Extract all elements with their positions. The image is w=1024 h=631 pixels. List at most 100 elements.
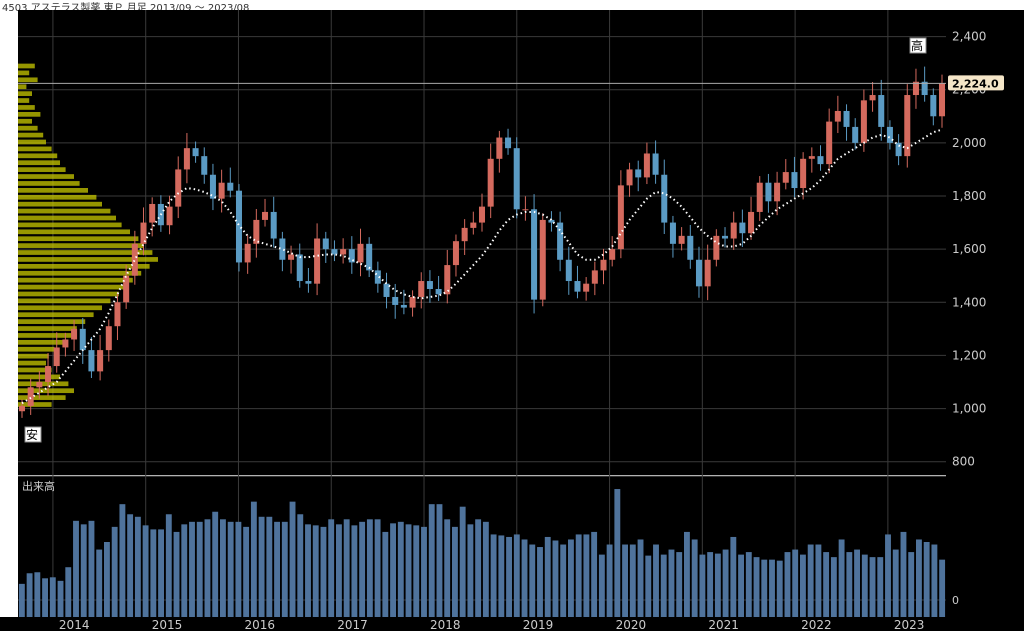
volume-bar bbox=[103, 542, 110, 617]
volume-bar bbox=[567, 539, 574, 617]
profile-bar bbox=[18, 388, 74, 394]
profile-bar bbox=[18, 118, 32, 124]
year-tick-label: 2015 bbox=[152, 618, 183, 631]
candle-up bbox=[748, 211, 755, 234]
volume-bar bbox=[467, 524, 474, 617]
price-panel-background bbox=[18, 10, 946, 475]
candle-down bbox=[192, 148, 199, 157]
candle-up bbox=[704, 259, 711, 287]
candle-up bbox=[730, 222, 737, 239]
volume-bar bbox=[88, 520, 95, 617]
candle-up bbox=[452, 241, 459, 266]
volume-bar bbox=[931, 544, 938, 617]
volume-bar bbox=[49, 577, 56, 617]
candle-up bbox=[713, 235, 720, 260]
volume-bar bbox=[738, 554, 745, 617]
volume-bar bbox=[165, 514, 172, 617]
volume-axis-labels: 050,000K100,000K150,000K200,000K bbox=[952, 594, 959, 607]
volume-bar bbox=[792, 549, 799, 617]
candle-up bbox=[149, 203, 156, 223]
candle-up bbox=[782, 172, 789, 183]
candle-up bbox=[461, 227, 468, 242]
candle-up bbox=[314, 238, 321, 284]
volume-panel-title: 出来高 bbox=[22, 479, 55, 493]
candle-down bbox=[635, 169, 642, 178]
candle-down bbox=[305, 281, 312, 284]
volume-bar bbox=[799, 554, 806, 617]
volume-bar bbox=[614, 489, 621, 617]
candle-down bbox=[227, 182, 234, 191]
volume-bar bbox=[111, 526, 118, 617]
profile-bar bbox=[18, 208, 111, 214]
candle-up bbox=[591, 270, 598, 284]
candle-up bbox=[71, 328, 78, 340]
volume-bar bbox=[915, 539, 922, 617]
profile-bar bbox=[18, 291, 119, 297]
volume-bar bbox=[560, 544, 567, 617]
candle-down bbox=[548, 219, 555, 223]
candle-down bbox=[930, 95, 937, 117]
profile-bar bbox=[18, 353, 49, 359]
candle-up bbox=[253, 219, 260, 244]
volume-bar bbox=[127, 514, 134, 617]
volume-bar bbox=[397, 521, 404, 617]
candle-down bbox=[531, 209, 538, 300]
low-marker-label: 安 bbox=[26, 427, 38, 442]
volume-bar bbox=[939, 559, 946, 617]
volume-bar bbox=[297, 514, 304, 617]
volume-bar bbox=[645, 555, 652, 617]
volume-bar bbox=[854, 549, 861, 617]
candle-down bbox=[88, 350, 95, 372]
candle-up bbox=[175, 169, 182, 207]
candle-up bbox=[131, 243, 138, 276]
volume-bar bbox=[382, 531, 389, 617]
volume-bar bbox=[900, 531, 907, 617]
profile-bar bbox=[18, 215, 116, 221]
profile-bar bbox=[18, 360, 46, 366]
candle-down bbox=[400, 304, 407, 308]
volume-bar bbox=[243, 526, 250, 617]
profile-bar bbox=[18, 91, 32, 96]
volume-bar bbox=[405, 524, 412, 617]
candle-down bbox=[791, 172, 798, 189]
profile-bar bbox=[18, 132, 44, 138]
low-marker: 安 bbox=[24, 426, 42, 443]
year-tick-label: 2018 bbox=[430, 618, 461, 631]
profile-bar bbox=[18, 305, 102, 311]
volume-bar bbox=[498, 535, 505, 617]
candle-up bbox=[409, 296, 416, 308]
volume-bar bbox=[227, 521, 234, 617]
candle-up bbox=[600, 259, 607, 271]
volume-bar bbox=[274, 521, 281, 617]
volume-bar bbox=[892, 549, 899, 617]
candle-down bbox=[322, 238, 329, 250]
volume-bar bbox=[18, 583, 25, 617]
volume-bar bbox=[707, 552, 714, 617]
candle-down bbox=[886, 126, 893, 143]
candle-down bbox=[852, 126, 859, 143]
year-tick-label: 2020 bbox=[616, 618, 647, 631]
volume-bar bbox=[769, 559, 775, 617]
candle-up bbox=[912, 81, 919, 96]
candle-down bbox=[235, 190, 242, 263]
chart-title: 4503 アステラス製薬 東Ｐ 月足 2013/09 ～ 2023/08 bbox=[2, 3, 250, 14]
candle-up bbox=[626, 169, 633, 186]
price-tick-label: 2,000 bbox=[952, 136, 986, 150]
volume-bar bbox=[235, 521, 242, 617]
profile-bar bbox=[18, 139, 46, 145]
volume-bar bbox=[583, 534, 590, 617]
profile-bar bbox=[18, 333, 72, 338]
candle-down bbox=[765, 182, 772, 202]
volume-bar bbox=[722, 549, 729, 617]
candle-down bbox=[921, 81, 928, 96]
volume-bar bbox=[668, 549, 675, 617]
volume-bar bbox=[158, 529, 165, 617]
volume-by-price-profile bbox=[18, 63, 158, 407]
volume-bar bbox=[57, 580, 64, 617]
volume-bar bbox=[676, 552, 683, 617]
volume-bar bbox=[289, 501, 296, 617]
volume-bar bbox=[807, 544, 814, 617]
volume-bar bbox=[475, 519, 482, 617]
volume-bar bbox=[34, 572, 41, 617]
